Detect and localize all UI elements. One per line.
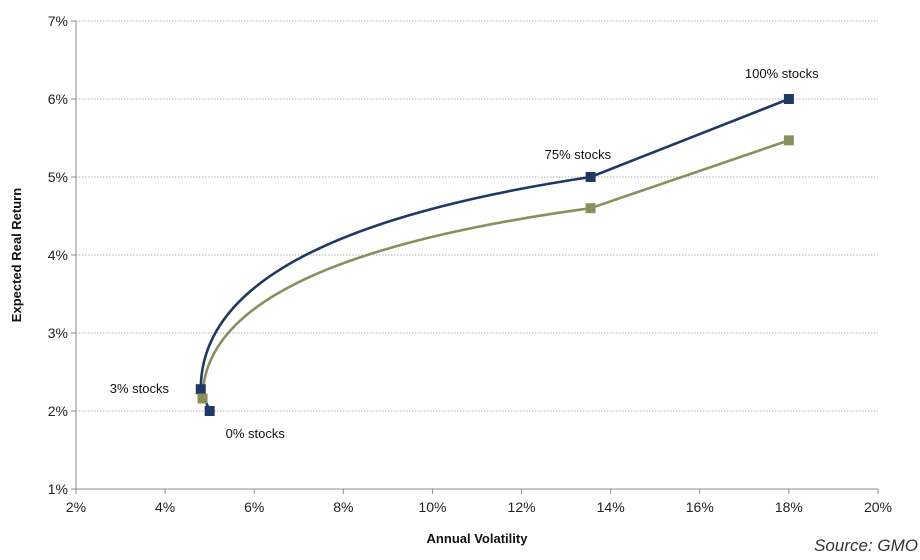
y-axis-title: Expected Real Return [9, 188, 24, 322]
source-note: Source: GMO [814, 536, 918, 555]
x-tick-label: 20% [864, 499, 892, 515]
y-tick-label: 2% [48, 403, 68, 419]
y-tick-label: 7% [48, 13, 68, 29]
series-markers [195, 94, 794, 416]
series-1-marker [585, 172, 596, 182]
series-2-marker [197, 393, 208, 404]
x-tick-label: 14% [597, 499, 625, 515]
series-2-marker [585, 203, 596, 214]
x-tick-label: 18% [775, 499, 803, 515]
x-tick-labels: 2% 4% 6% 8% 10% 12% 14% 16% 18% 20% [66, 499, 892, 515]
series-1-marker [195, 384, 206, 395]
y-tick-label: 4% [48, 247, 68, 263]
x-tick-label: 2% [66, 499, 86, 515]
x-tick-label: 16% [686, 499, 714, 515]
x-tick-label: 8% [333, 499, 353, 515]
y-tick-label: 6% [48, 91, 68, 107]
x-tick-label: 10% [418, 499, 446, 515]
annotation-label: 75% stocks [545, 147, 612, 162]
annotation-label: 100% stocks [745, 66, 819, 81]
axes [71, 20, 879, 494]
y-tick-label: 3% [48, 325, 68, 341]
series-2-marker [783, 135, 794, 146]
series-1-marker [204, 406, 215, 416]
series-line-1 [199, 97, 790, 412]
annotation-label: 3% stocks [110, 381, 170, 396]
x-tick-label: 4% [155, 499, 175, 515]
y-tick-label: 5% [48, 169, 68, 185]
y-tick-label: 1% [48, 481, 68, 497]
y-tick-labels: 1% 2% 3% 4% 5% 6% 7% [48, 13, 68, 497]
point-annotations: 100% stocks 75% stocks 3% stocks 0% stocks [110, 66, 819, 441]
x-axis-title: Annual Volatility [427, 531, 529, 546]
x-tick-label: 6% [244, 499, 264, 515]
series-lines [199, 97, 790, 412]
series-1-marker [783, 94, 794, 104]
x-tick-label: 12% [508, 499, 536, 515]
series-line-2 [201, 139, 790, 399]
annotation-label: 0% stocks [226, 426, 286, 441]
